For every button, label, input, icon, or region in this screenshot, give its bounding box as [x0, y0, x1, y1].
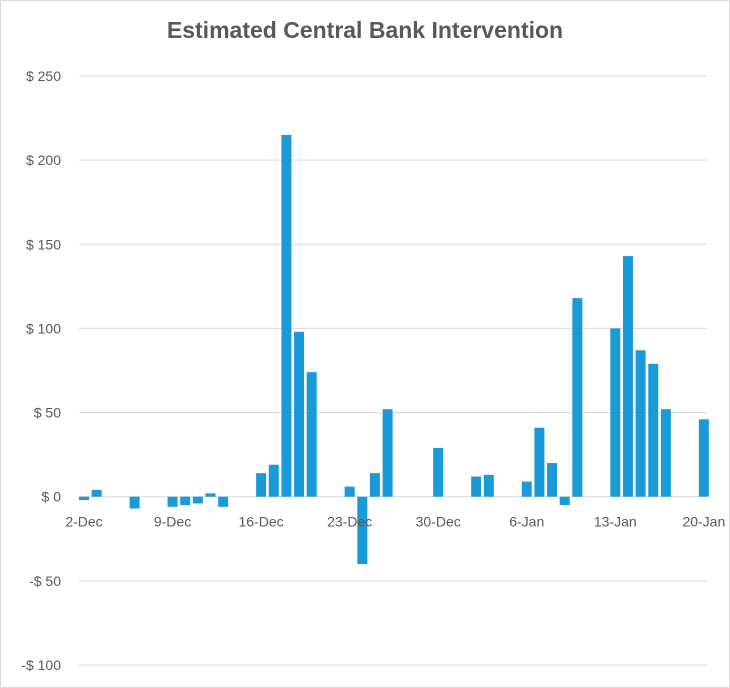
bars: [79, 134, 709, 565]
bar-20-Jan: [698, 419, 709, 497]
bar-20-Dec: [306, 372, 317, 497]
x-tick-label: 13-Jan: [594, 514, 637, 530]
y-tick-label: $ 50: [34, 405, 61, 421]
bar-3-Jan: [483, 474, 494, 497]
y-tick-label: $ 100: [26, 320, 61, 336]
bar-24-Dec: [357, 496, 368, 565]
x-tick-label: 30-Dec: [416, 514, 461, 530]
bar-18-Dec: [281, 134, 292, 497]
bar-25-Dec: [369, 473, 380, 497]
bar-23-Dec: [344, 486, 355, 497]
x-axis-tick-labels: 2-Dec 9-Dec 16-Dec 23-Dec 30-Dec 6-Jan 13-Jan 2…: [65, 514, 725, 530]
bar-13-Jan: [610, 328, 621, 497]
y-tick-label: $ 200: [26, 152, 61, 168]
y-tick-label: -$ 100: [21, 657, 61, 673]
bar-11-Dec: [192, 496, 203, 504]
y-tick-label: $ 0: [42, 489, 62, 505]
bar-14-Jan: [622, 256, 633, 497]
bar-10-Jan: [572, 298, 583, 497]
bar-16-Dec: [256, 473, 267, 497]
bar-3-Dec: [91, 489, 102, 497]
x-tick-label: 9-Dec: [154, 514, 191, 530]
x-tick-label: 20-Jan: [682, 514, 725, 530]
bar-10-Dec: [180, 496, 191, 506]
bar-19-Dec: [294, 331, 305, 497]
bar-2-Jan: [471, 476, 482, 497]
bar-6-Jan: [521, 481, 532, 497]
y-tick-label: $ 150: [26, 236, 61, 252]
x-tick-label: 6-Jan: [509, 514, 544, 530]
bar-17-Jan: [660, 409, 671, 497]
bar-16-Jan: [648, 363, 659, 497]
y-tick-label: $ 250: [26, 68, 61, 84]
x-tick-label: 23-Dec: [327, 514, 372, 530]
bar-17-Dec: [268, 464, 279, 497]
bar-15-Jan: [635, 350, 646, 497]
bar-9-Jan: [559, 496, 570, 506]
bar-12-Dec: [205, 493, 216, 497]
bar-30-Dec: [433, 447, 444, 497]
y-axis-tick-labels: -$ 100 -$ 50 $ 0 $ 50 $ 100 $ 150 $ 200 $ 250: [21, 68, 61, 673]
x-tick-label: 2-Dec: [65, 514, 102, 530]
bar-9-Dec: [167, 496, 178, 507]
bar-13-Dec: [218, 496, 229, 507]
chart-title: Estimated Central Bank Intervention: [166, 17, 564, 43]
y-tick-label: -$ 50: [29, 573, 61, 589]
x-tick-label: 16-Dec: [239, 514, 284, 530]
bar-7-Jan: [534, 427, 545, 497]
bar-2-Dec: [79, 496, 89, 501]
bar-8-Jan: [547, 463, 558, 497]
bar-26-Dec: [382, 409, 393, 497]
bar-6-Dec: [129, 496, 140, 509]
